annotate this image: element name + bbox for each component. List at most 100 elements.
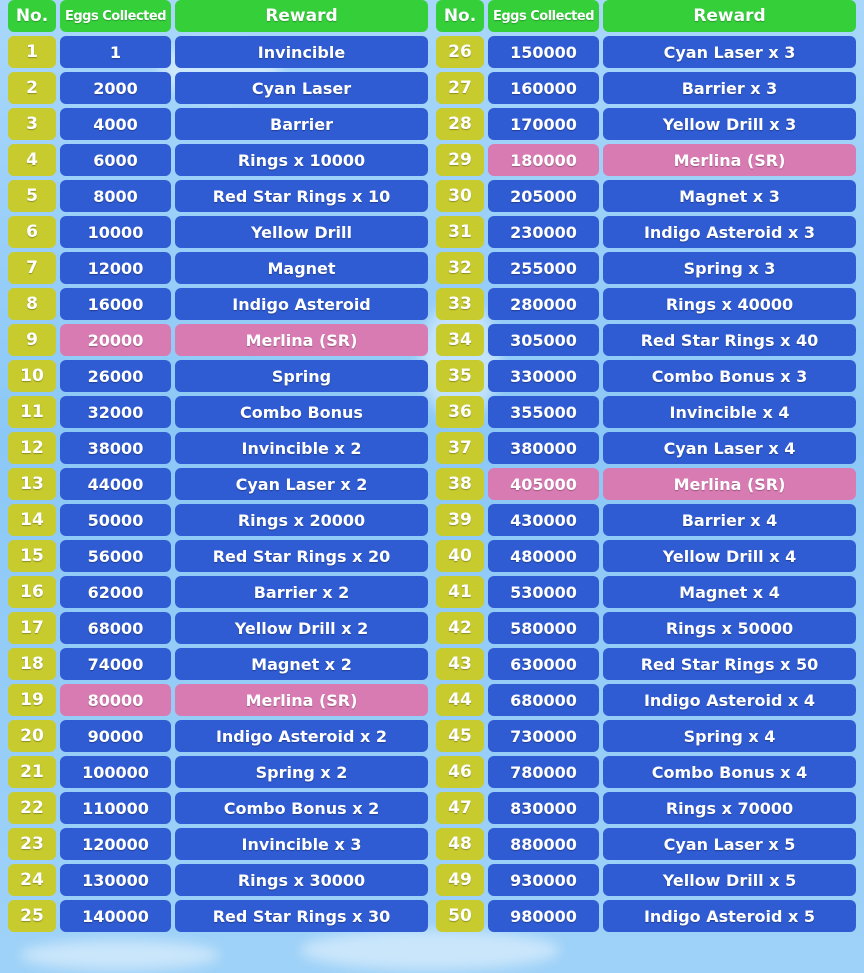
reward-value: Yellow Drill x 3 — [603, 108, 856, 140]
eggs-collected-value: 110000 — [60, 792, 171, 824]
reward-value: Cyan Laser x 3 — [603, 36, 856, 68]
eggs-collected-value: 730000 — [488, 720, 599, 752]
row-number: 5 — [8, 180, 56, 212]
eggs-collected-value: 8000 — [60, 180, 171, 212]
reward-value: Magnet x 4 — [603, 576, 856, 608]
reward-value: Rings x 50000 — [603, 612, 856, 644]
reward-value: Red Star Rings x 10 — [175, 180, 428, 212]
eggs-collected-value: 80000 — [60, 684, 171, 716]
row-number: 6 — [8, 216, 56, 248]
reward-value: Cyan Laser x 4 — [603, 432, 856, 464]
table-row: 38 405000 Merlina (SR) — [436, 468, 856, 500]
row-number: 17 — [8, 612, 56, 644]
row-number: 50 — [436, 900, 484, 932]
eggs-collected-value: 930000 — [488, 864, 599, 896]
row-number: 34 — [436, 324, 484, 356]
row-number: 29 — [436, 144, 484, 176]
table-row: 15 56000 Red Star Rings x 20 — [8, 540, 428, 572]
eggs-collected-value: 44000 — [60, 468, 171, 500]
reward-value: Rings x 20000 — [175, 504, 428, 536]
table-row: 21 100000 Spring x 2 — [8, 756, 428, 788]
reward-value: Indigo Asteroid x 5 — [603, 900, 856, 932]
table-row: 49 930000 Yellow Drill x 5 — [436, 864, 856, 896]
reward-value: Red Star Rings x 20 — [175, 540, 428, 572]
reward-value: Merlina (SR) — [175, 324, 428, 356]
reward-value: Rings x 30000 — [175, 864, 428, 896]
reward-value: Yellow Drill x 2 — [175, 612, 428, 644]
row-number: 35 — [436, 360, 484, 392]
row-number: 32 — [436, 252, 484, 284]
header-no: No. — [8, 0, 56, 32]
table-row: 47 830000 Rings x 70000 — [436, 792, 856, 824]
table-row: 13 44000 Cyan Laser x 2 — [8, 468, 428, 500]
table-row: 33 280000 Rings x 40000 — [436, 288, 856, 320]
reward-value: Barrier x 4 — [603, 504, 856, 536]
table-row: 23 120000 Invincible x 3 — [8, 828, 428, 860]
eggs-collected-value: 68000 — [60, 612, 171, 644]
table-row: 2 2000 Cyan Laser — [8, 72, 428, 104]
eggs-collected-value: 180000 — [488, 144, 599, 176]
table-row: 7 12000 Magnet — [8, 252, 428, 284]
eggs-collected-value: 480000 — [488, 540, 599, 572]
reward-value: Invincible x 4 — [603, 396, 856, 428]
table-row: 46 780000 Combo Bonus x 4 — [436, 756, 856, 788]
row-number: 11 — [8, 396, 56, 428]
table-row: 12 38000 Invincible x 2 — [8, 432, 428, 464]
reward-value: Cyan Laser x 2 — [175, 468, 428, 500]
eggs-collected-value: 230000 — [488, 216, 599, 248]
row-number: 22 — [8, 792, 56, 824]
eggs-collected-value: 10000 — [60, 216, 171, 248]
table-row: 5 8000 Red Star Rings x 10 — [8, 180, 428, 212]
table-row: 41 530000 Magnet x 4 — [436, 576, 856, 608]
table-row: 43 630000 Red Star Rings x 50 — [436, 648, 856, 680]
reward-value: Cyan Laser x 5 — [603, 828, 856, 860]
reward-value: Spring — [175, 360, 428, 392]
row-number: 30 — [436, 180, 484, 212]
eggs-collected-value: 16000 — [60, 288, 171, 320]
reward-value: Combo Bonus x 4 — [603, 756, 856, 788]
row-number: 39 — [436, 504, 484, 536]
table-row: 3 4000 Barrier — [8, 108, 428, 140]
table-row: 35 330000 Combo Bonus x 3 — [436, 360, 856, 392]
reward-value: Combo Bonus x 2 — [175, 792, 428, 824]
table-row: 11 32000 Combo Bonus — [8, 396, 428, 428]
table-row: 32 255000 Spring x 3 — [436, 252, 856, 284]
cloud-decoration — [20, 940, 220, 970]
reward-value: Rings x 10000 — [175, 144, 428, 176]
row-number: 9 — [8, 324, 56, 356]
table-row: 34 305000 Red Star Rings x 40 — [436, 324, 856, 356]
table-row: 20 90000 Indigo Asteroid x 2 — [8, 720, 428, 752]
reward-value: Spring x 3 — [603, 252, 856, 284]
eggs-collected-value: 780000 — [488, 756, 599, 788]
reward-value: Rings x 40000 — [603, 288, 856, 320]
header-no: No. — [436, 0, 484, 32]
eggs-collected-value: 355000 — [488, 396, 599, 428]
table-row: 45 730000 Spring x 4 — [436, 720, 856, 752]
eggs-collected-value: 130000 — [60, 864, 171, 896]
reward-value: Rings x 70000 — [603, 792, 856, 824]
cloud-decoration — [300, 930, 560, 970]
row-number: 20 — [8, 720, 56, 752]
eggs-collected-value: 150000 — [488, 36, 599, 68]
eggs-collected-value: 830000 — [488, 792, 599, 824]
row-number: 44 — [436, 684, 484, 716]
reward-value: Magnet x 3 — [603, 180, 856, 212]
reward-value: Magnet — [175, 252, 428, 284]
row-number: 18 — [8, 648, 56, 680]
eggs-collected-value: 380000 — [488, 432, 599, 464]
eggs-collected-value: 90000 — [60, 720, 171, 752]
eggs-collected-value: 120000 — [60, 828, 171, 860]
row-number: 25 — [8, 900, 56, 932]
reward-value: Magnet x 2 — [175, 648, 428, 680]
table-row: 1 1 Invincible — [8, 36, 428, 68]
row-number: 4 — [8, 144, 56, 176]
row-number: 8 — [8, 288, 56, 320]
row-number: 15 — [8, 540, 56, 572]
eggs-collected-value: 580000 — [488, 612, 599, 644]
row-number: 21 — [8, 756, 56, 788]
row-number: 28 — [436, 108, 484, 140]
row-number: 33 — [436, 288, 484, 320]
table-body: 26 150000 Cyan Laser x 3 27 160000 Barrier x … — [436, 36, 856, 932]
table-row: 31 230000 Indigo Asteroid x 3 — [436, 216, 856, 248]
table-row: 48 880000 Cyan Laser x 5 — [436, 828, 856, 860]
